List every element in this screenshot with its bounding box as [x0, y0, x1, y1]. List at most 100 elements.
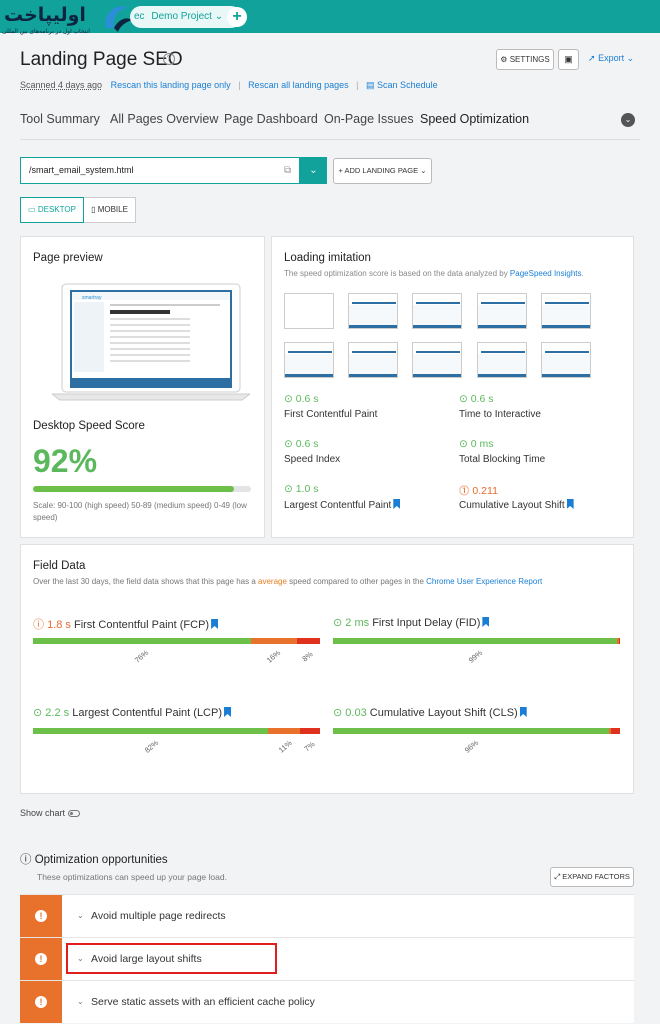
cls-value-text: 0.211 — [472, 485, 498, 497]
separator: | — [238, 80, 241, 90]
loading-imitation-subtitle: The speed optimization score is based on… — [284, 269, 584, 278]
check-circle-icon: ⊙ — [33, 707, 46, 719]
separator: | — [356, 80, 359, 90]
loading-frame — [348, 293, 398, 329]
external-link-icon[interactable]: ⧉ — [284, 165, 292, 176]
fd-lcp-value: 2.2 s — [45, 707, 70, 719]
bookmark-icon[interactable] — [519, 707, 527, 717]
si-label: Speed Index — [284, 454, 341, 465]
fd-cls-label: Cumulative Layout Shift (CLS) — [369, 707, 518, 719]
crux-report-link[interactable]: Chrome User Experience Report — [426, 577, 543, 586]
chevron-down-icon: ⌄ — [77, 954, 84, 963]
highlight-annotation-box — [66, 943, 277, 974]
project-selector[interactable]: ec Demo Project ⌄ ↗ — [130, 6, 243, 28]
active-tab-indicator — [420, 25, 525, 28]
rescan-this-link[interactable]: Rescan this landing page only — [110, 80, 231, 90]
alert-icon: ! — [35, 953, 47, 965]
desktop-toggle[interactable]: ▭ DESKTOP — [20, 197, 84, 223]
speed-score-value: 92% — [33, 443, 98, 479]
landing-page-dropdown-button[interactable]: ⌄ — [300, 157, 327, 184]
fd-cls-metric: ⊙ 0.03 Cumulative Layout Shift (CLS) — [333, 706, 527, 719]
bookmark-icon[interactable] — [224, 707, 232, 717]
opportunities-title-text: Optimization opportunities — [34, 854, 168, 866]
distribution-segment-poor — [618, 638, 620, 644]
fd-fcp-metric: ⓘ 1.8 s First Contentful Paint (FCP) — [33, 616, 219, 632]
tab-speed-optimization[interactable]: Speed Optimization — [420, 112, 530, 126]
fcp-value: ⊙ 0.6 s — [284, 393, 319, 405]
si-value-text: 0.6 s — [295, 438, 319, 450]
scanned-date: Scanned 4 days ago — [20, 80, 103, 90]
bookmark-icon[interactable] — [482, 617, 490, 627]
fcp-value-text: 0.6 s — [295, 393, 319, 405]
calendar-icon: ▣ — [564, 54, 573, 64]
tab-page-dashboard[interactable]: Page Dashboard — [224, 112, 318, 126]
chevron-down-icon: ⌄ — [309, 165, 318, 176]
loading-frame — [477, 293, 527, 329]
add-project-button[interactable]: + — [227, 7, 247, 27]
lcp-label-text: Largest Contentful Paint — [284, 500, 392, 511]
fd-cls-value: 0.03 — [345, 707, 367, 719]
calendar-button[interactable]: ▣ — [558, 49, 579, 70]
bookmark-icon[interactable] — [211, 619, 219, 629]
rescan-all-link[interactable]: Rescan all landing pages — [248, 80, 349, 90]
landing-page-selector[interactable]: /smart_email_system.html — [20, 157, 300, 184]
export-button[interactable]: ➚ Export ⌄ — [588, 53, 634, 64]
scan-schedule-link[interactable]: Scan Schedule — [377, 80, 438, 90]
alert-icon: ! — [35, 910, 47, 922]
desktop-label: DESKTOP — [37, 205, 76, 214]
bookmark-icon[interactable] — [566, 499, 574, 509]
loading-imitation-subtitle-end: . — [581, 269, 584, 278]
tbt-label: Total Blocking Time — [459, 454, 546, 465]
project-prefix: ec — [134, 11, 145, 22]
opportunity-row[interactable]: ! ⌄ Avoid multiple page redirects — [20, 894, 634, 937]
bookmark-icon[interactable] — [393, 499, 401, 509]
distribution-segment-poor — [611, 728, 620, 734]
scan-info-line: Scanned 4 days ago Rescan this landing p… — [20, 80, 438, 91]
tab-bar: Tool Summary All Pages Overview Page Das… — [20, 112, 640, 140]
field-data-title: Field Data — [33, 560, 86, 572]
check-circle-icon: ⊙ — [333, 707, 346, 719]
tti-value-text: 0.6 s — [470, 393, 494, 405]
tab-all-pages-overview[interactable]: All Pages Overview — [110, 112, 219, 126]
logo-swoosh-icon — [105, 6, 132, 32]
distribution-segment-avg — [608, 728, 612, 734]
loading-frame — [412, 293, 462, 329]
opportunity-label: Serve static assets with an efficient ca… — [91, 996, 315, 1008]
opportunity-label: Avoid multiple page redirects — [91, 910, 226, 922]
mobile-toggle[interactable]: ▯ MOBILE — [84, 197, 136, 223]
loading-imitation-title: Loading imitation — [284, 252, 371, 264]
speed-score-label: Desktop Speed Score — [33, 420, 145, 432]
tab-tool-summary[interactable]: Tool Summary — [20, 112, 100, 126]
pagespeed-insights-link[interactable]: PageSpeed Insights — [509, 269, 582, 278]
opportunity-row[interactable]: ! ⌄ Serve static assets with an efficien… — [20, 980, 634, 1023]
fd-fcp-value: 1.8 s — [47, 619, 71, 631]
chevron-down-icon: ⌄ — [77, 911, 84, 920]
tab-on-page-issues[interactable]: On-Page Issues — [324, 112, 414, 126]
alert-icon: ⓘ — [20, 854, 32, 866]
logo-tagline: انتخاب اول در برنامه‌های بین المللی — [2, 29, 90, 35]
chevron-down-icon[interactable]: ⌄ — [621, 113, 635, 127]
loading-frame — [284, 342, 334, 378]
fd-fcp-distribution — [33, 638, 320, 644]
distribution-segment-good — [33, 728, 269, 734]
page-preview-title: Page preview — [33, 252, 103, 264]
fd-fid-metric: ⊙ 2 ms First Input Delay (FID) — [333, 616, 490, 629]
lcp-label: Largest Contentful Paint — [284, 499, 401, 511]
cls-value: ⓵ 0.211 — [459, 485, 498, 497]
alert-icon: ⓘ — [33, 619, 48, 631]
svg-text:smartray: smartray — [82, 295, 102, 301]
distribution-segment-avg — [617, 638, 619, 644]
brand-logo: اولیپاخت انتخاب اول در برنامه‌های بین ال… — [0, 0, 140, 40]
schedule-icon: ▤ — [366, 80, 375, 90]
expand-factors-label: EXPAND FACTORS — [562, 872, 630, 881]
fd-cls-distribution — [333, 728, 620, 734]
settings-button[interactable]: ⚙ SETTINGS — [496, 49, 554, 70]
help-icon[interactable]: ? — [163, 53, 175, 65]
fd-lcp-label: Largest Contentful Paint (LCP) — [72, 707, 223, 719]
add-landing-page-button[interactable]: + ADD LANDING PAGE ⌄ — [333, 158, 432, 184]
opportunity-label: Avoid large layout shifts — [91, 953, 202, 965]
project-label: Demo Project — [151, 11, 212, 22]
expand-factors-button[interactable]: ⤢ EXPAND FACTORS — [550, 867, 634, 887]
show-chart-toggle[interactable]: Show chart — [20, 808, 81, 818]
chevron-down-icon: ⌄ — [77, 997, 84, 1006]
